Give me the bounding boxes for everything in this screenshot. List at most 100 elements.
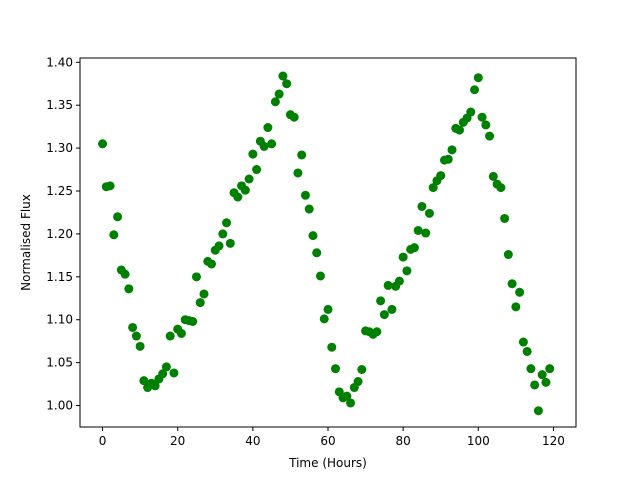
data-point: [481, 120, 491, 130]
data-point: [131, 331, 141, 341]
y-tick-label: 1.40: [46, 55, 73, 69]
data-point: [488, 171, 498, 181]
data-point: [293, 168, 303, 178]
data-point: [518, 337, 528, 347]
data-point: [135, 341, 145, 351]
data-point: [379, 310, 389, 320]
data-point: [436, 171, 446, 181]
data-point: [176, 328, 186, 338]
data-point: [470, 85, 480, 95]
data-point: [409, 243, 419, 253]
data-point: [240, 185, 250, 195]
data-point: [278, 71, 288, 81]
data-point: [383, 280, 393, 290]
data-point: [222, 218, 232, 228]
x-tick-label: 0: [99, 434, 107, 448]
data-point: [413, 225, 423, 235]
data-point: [214, 241, 224, 251]
x-tick-label: 80: [396, 434, 411, 448]
data-point: [282, 79, 292, 89]
data-point: [109, 230, 119, 240]
data-point: [394, 276, 404, 286]
data-point: [315, 271, 325, 281]
y-tick-label: 1.00: [46, 399, 73, 413]
data-point: [199, 289, 209, 299]
data-point: [259, 141, 269, 151]
data-point: [346, 398, 356, 408]
data-point: [225, 238, 235, 248]
data-point: [289, 112, 299, 122]
data-point: [233, 192, 243, 202]
x-tick-label: 20: [170, 434, 185, 448]
data-point: [424, 208, 434, 218]
data-point: [150, 381, 160, 391]
y-tick-label: 1.35: [46, 98, 73, 112]
data-point: [139, 376, 149, 386]
data-point: [248, 149, 258, 159]
data-point: [455, 125, 465, 135]
data-point: [503, 250, 513, 260]
y-tick-label: 1.05: [46, 356, 73, 370]
data-point: [113, 212, 123, 222]
y-tick-label: 1.20: [46, 227, 73, 241]
data-point: [128, 322, 138, 332]
data-point: [274, 89, 284, 99]
data-point: [428, 183, 438, 193]
data-point: [398, 252, 408, 262]
data-point: [323, 304, 333, 314]
data-point: [402, 266, 412, 276]
data-point: [421, 228, 431, 238]
data-point: [537, 370, 547, 380]
data-point: [267, 139, 277, 149]
y-axis-ticks: 1.00 1.05 1.10 1.15 1.20 1.25 1.30 1.35 1.40: [46, 55, 80, 413]
y-tick-label: 1.25: [46, 184, 73, 198]
data-point: [466, 107, 476, 117]
data-point: [331, 364, 341, 374]
data-point: [545, 364, 555, 374]
data-point: [357, 365, 367, 374]
x-tick-label: 100: [467, 434, 490, 448]
data-point: [297, 150, 307, 160]
data-point: [218, 229, 228, 239]
data-point: [312, 248, 322, 258]
data-point: [188, 316, 198, 326]
data-point: [387, 304, 397, 314]
data-point: [270, 97, 280, 107]
data-point: [417, 201, 427, 211]
x-tick-label: 60: [320, 434, 335, 448]
data-point: [195, 298, 205, 308]
data-point: [447, 145, 457, 155]
data-point: [541, 377, 551, 387]
data-point: [252, 165, 262, 175]
data-point: [98, 139, 108, 149]
data-point: [319, 314, 329, 324]
data-point: [327, 342, 337, 352]
data-point: [169, 368, 179, 378]
data-point: [308, 231, 318, 241]
data-point: [342, 391, 352, 401]
data-point: [244, 174, 254, 184]
data-point: [191, 272, 201, 282]
data-point: [526, 364, 536, 374]
data-point: [511, 302, 521, 312]
x-axis-ticks: 0 20 40 60 80 100 120: [99, 427, 565, 448]
data-point: [533, 406, 543, 416]
data-point: [120, 269, 130, 279]
data-point: [496, 183, 506, 193]
data-point: [105, 181, 115, 191]
y-tick-label: 1.30: [46, 141, 73, 155]
y-axis-label: Normalised Flux: [19, 194, 33, 291]
data-point: [473, 73, 483, 83]
data-point: [515, 287, 525, 297]
data-point: [372, 327, 382, 337]
data-point: [304, 204, 314, 214]
x-tick-label: 120: [542, 434, 565, 448]
x-axis-label: Time (Hours): [288, 456, 367, 470]
data-point: [530, 380, 540, 390]
data-point: [485, 131, 495, 141]
data-point: [158, 369, 168, 379]
data-point: [353, 377, 363, 387]
data-point: [376, 296, 386, 306]
data-point: [207, 259, 217, 269]
